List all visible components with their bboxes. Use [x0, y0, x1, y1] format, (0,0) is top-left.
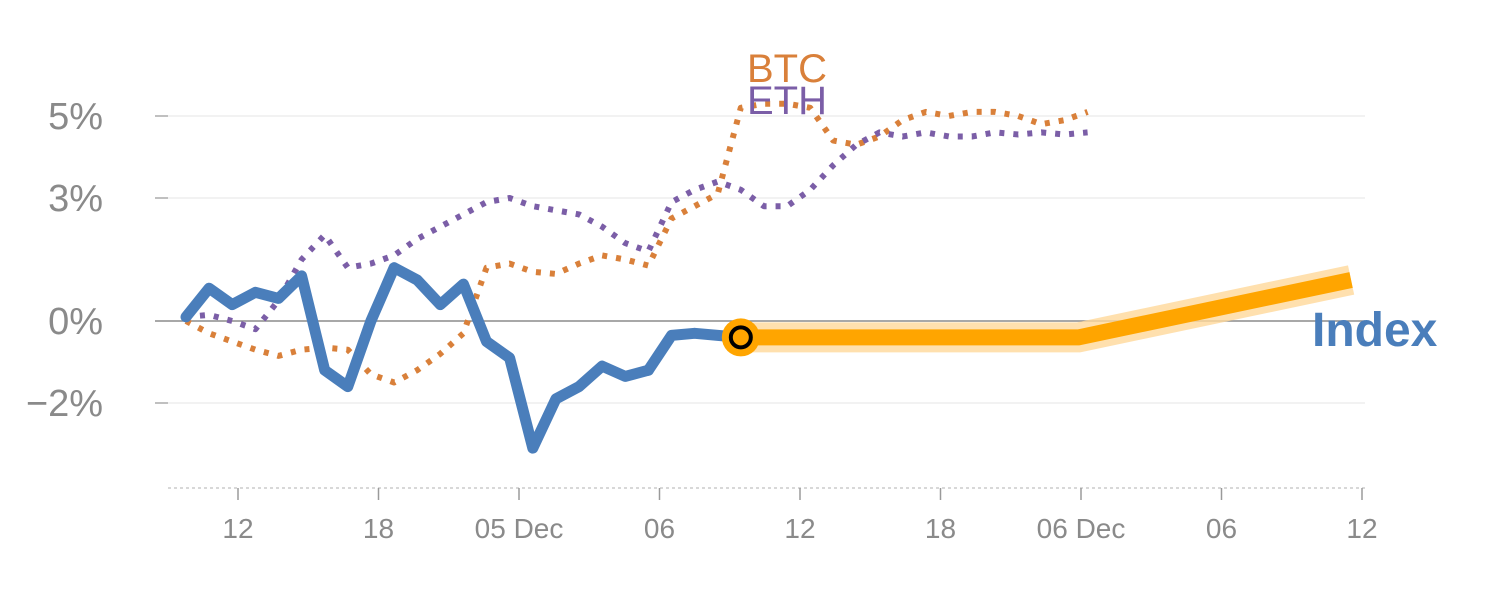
y-tick-label: 5%: [48, 96, 103, 138]
x-tick-label: 05 Dec: [475, 513, 564, 544]
forecast-line: [740, 272, 1353, 346]
y-tick-label: 0%: [48, 301, 103, 343]
x-tick-label: 06 Dec: [1037, 513, 1126, 544]
axes: −2% 0% 3% 5% 12 18 05 Dec 06 12 18 06 Dec 06 12: [26, 96, 1378, 544]
current-point-marker: [721, 318, 760, 357]
series-line-eth: [185, 129, 1088, 333]
x-tick-label: 18: [363, 513, 394, 544]
grid-lines: [155, 115, 1365, 404]
forecast-band: [740, 265, 1355, 353]
x-tick-label: 12: [1346, 513, 1377, 544]
x-tick-label: 06: [1206, 513, 1237, 544]
forecast-glow: [740, 265, 1355, 353]
index-series-label: Index: [1312, 304, 1438, 357]
series-line-index: [180, 262, 654, 454]
x-tick-label: 12: [222, 513, 253, 544]
series-line-btc: [184, 100, 1089, 386]
y-tick-label: 3%: [48, 178, 103, 220]
eth-series-label: ETH: [747, 79, 827, 123]
x-tick-label: 18: [925, 513, 956, 544]
x-tick-label: 06: [644, 513, 675, 544]
series-lines: [180, 100, 1089, 454]
series-labels: BTC ETH Index: [747, 47, 1438, 357]
x-tick-label: 12: [784, 513, 815, 544]
marker-dot: [728, 325, 753, 350]
y-tick-label: −2%: [26, 383, 103, 425]
btc-series-label: BTC: [747, 47, 827, 91]
